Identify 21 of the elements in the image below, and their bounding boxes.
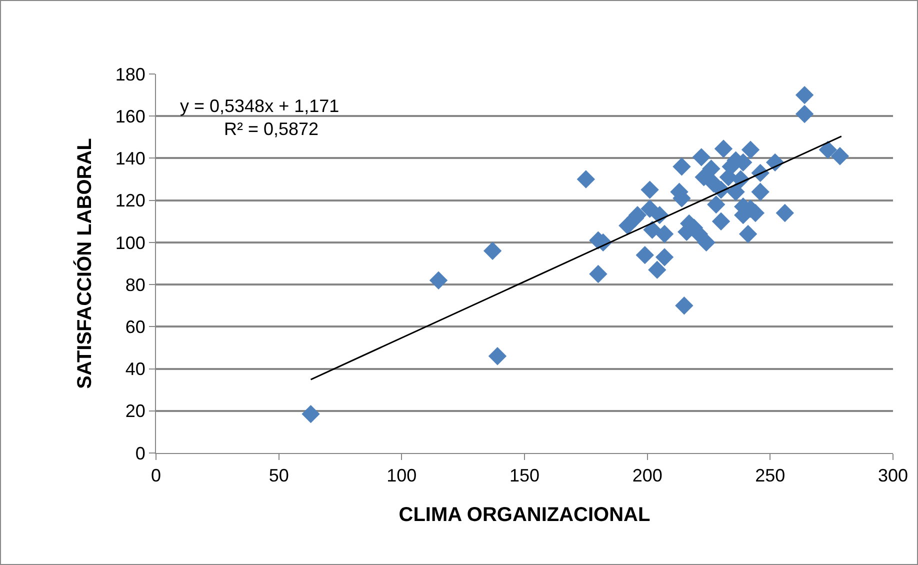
y-tick-label: 100 (115, 232, 146, 253)
x-tick-label: 300 (878, 466, 908, 486)
x-tick-label: 150 (509, 466, 540, 486)
y-tick-label: 40 (125, 359, 146, 380)
y-tick-label: 140 (115, 148, 146, 169)
y-tick-label: 160 (115, 106, 146, 126)
x-tick-label: 200 (632, 466, 662, 486)
y-tick-label: 0 (135, 443, 146, 464)
annotation: R² = 0,5872 (224, 119, 319, 139)
y-tick-label: 20 (125, 401, 146, 422)
x-tick-label: 0 (150, 466, 162, 486)
x-tick-label: 50 (268, 466, 289, 486)
y-tick-label: 120 (115, 190, 146, 211)
x-axis-title: CLIMA ORGANIZACIONAL (398, 504, 650, 526)
x-tick-label: 250 (755, 466, 786, 486)
annotation: y = 0,5348x + 1,171 (180, 96, 340, 116)
x-tick-label: 100 (386, 466, 417, 486)
y-axis-title: SATISFACCIÓN LABORAL (72, 138, 96, 389)
y-tick-label: 60 (125, 316, 146, 337)
y-tick-label: 80 (125, 274, 146, 295)
y-tick-label: 180 (115, 64, 146, 84)
